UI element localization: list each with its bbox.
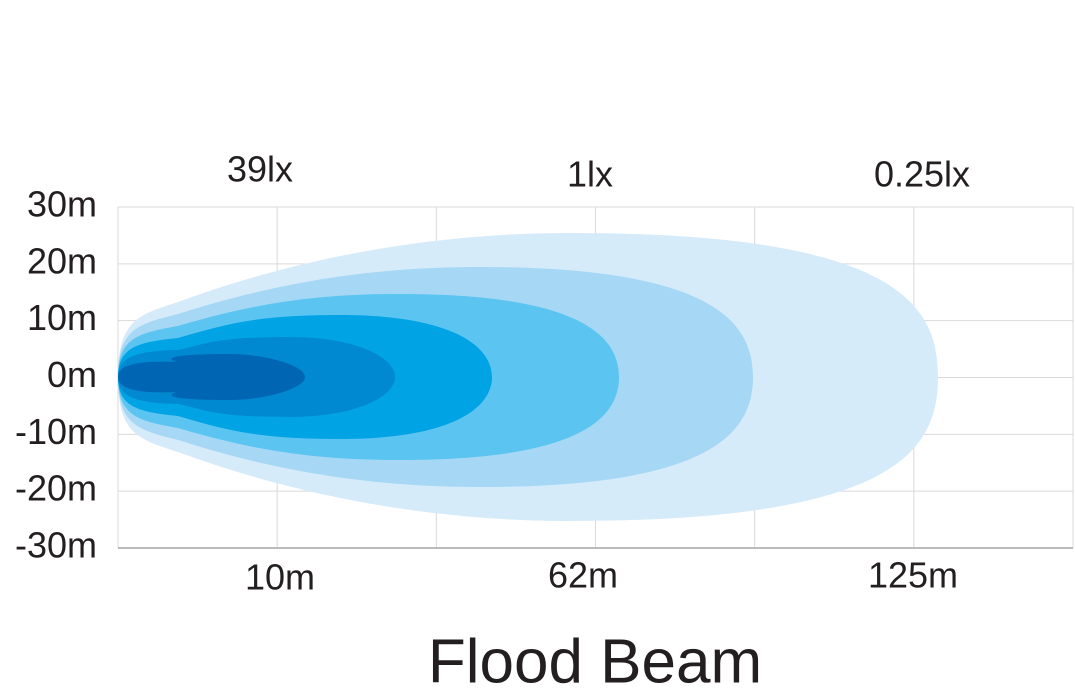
distance-label: 10m bbox=[245, 557, 315, 598]
y-axis-label: 20m bbox=[27, 240, 97, 281]
beam-pattern bbox=[118, 233, 938, 521]
lux-label: 1lx bbox=[567, 154, 613, 195]
y-axis-label: -20m bbox=[15, 468, 97, 509]
distance-label: 125m bbox=[868, 555, 958, 596]
lux-label: 0.25lx bbox=[874, 154, 970, 195]
y-axis-label: 10m bbox=[27, 297, 97, 338]
title: Flood Beam bbox=[428, 627, 762, 690]
labels: 30m 20m 10m 0m -10m -20m -30m 39lx 1lx 0.25lx 10m 6… bbox=[15, 149, 970, 598]
y-axis-label: -10m bbox=[15, 411, 97, 452]
y-axis-label: 30m bbox=[27, 184, 97, 225]
y-axis-label: -30m bbox=[15, 525, 97, 566]
y-axis-label: 0m bbox=[47, 354, 97, 395]
lux-label: 39lx bbox=[227, 149, 293, 190]
distance-label: 62m bbox=[548, 555, 618, 596]
beam-contour bbox=[118, 354, 305, 400]
